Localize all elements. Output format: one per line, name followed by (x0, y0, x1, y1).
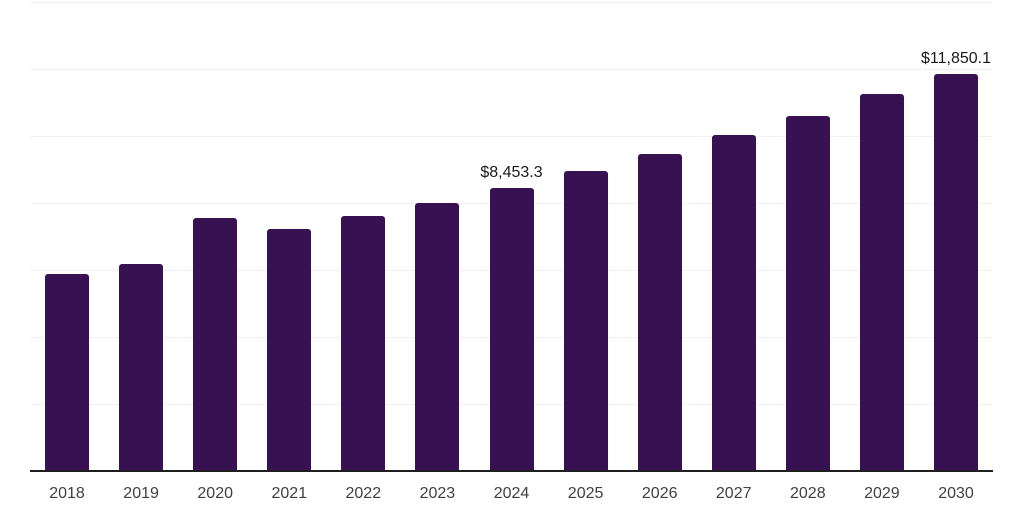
bar-2020 (193, 217, 238, 471)
x-tick-2028: 2028 (790, 485, 826, 502)
x-tick-2024: 2024 (493, 485, 530, 502)
x-tick-2029: 2029 (864, 485, 900, 502)
bar-2025 (563, 170, 608, 471)
bar-2028 (785, 115, 830, 471)
bar-2027 (711, 135, 756, 471)
bar-2029 (859, 94, 904, 471)
x-tick-2019: 2019 (123, 485, 159, 502)
bar-2024 (489, 187, 534, 471)
bar-2022 (341, 216, 386, 471)
gridline-10000 (30, 136, 993, 137)
x-tick-2021: 2021 (271, 485, 308, 502)
x-tick-2023: 2023 (419, 485, 456, 502)
bar-2021 (267, 228, 312, 471)
x-tick-2026: 2026 (641, 485, 678, 502)
bar-2026 (637, 153, 682, 471)
bar-2018 (45, 274, 89, 471)
x-tick-2027: 2027 (715, 485, 752, 502)
bar-label-2030: $11,850.1 (921, 50, 991, 67)
gridline-14000 (30, 2, 993, 3)
bar-2019 (119, 263, 164, 471)
x-tick-2025: 2025 (567, 485, 604, 502)
x-tick-2022: 2022 (345, 485, 382, 502)
bar-label-2024: $8,453.3 (480, 163, 543, 181)
bar-2023 (415, 202, 460, 471)
x-tick-2030: 2030 (938, 485, 974, 502)
x-tick-2018: 2018 (49, 485, 85, 502)
gridline-12000 (30, 69, 993, 70)
bar-2030 (934, 74, 978, 471)
x-tick-2020: 2020 (197, 485, 233, 502)
x-axis-line (30, 470, 993, 472)
